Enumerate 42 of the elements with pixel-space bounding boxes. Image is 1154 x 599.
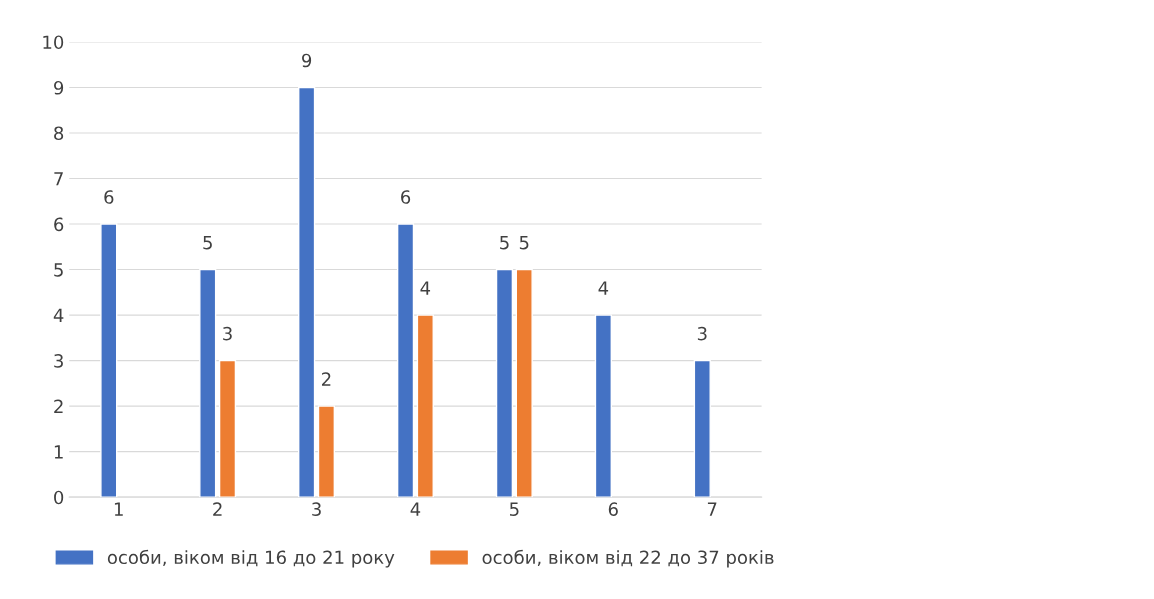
x-tick-label: 2 [213, 502, 222, 516]
data-label: 4 [598, 281, 609, 295]
y-tick-label: 0 [54, 490, 64, 505]
bar [298, 86, 316, 498]
y-tick-label: 3 [54, 354, 63, 368]
x-tick-label: 1 [114, 502, 123, 516]
data-label: 5 [519, 235, 529, 250]
x-tick-label: 7 [707, 502, 717, 516]
y-tick-label: 4 [53, 308, 64, 322]
bar [100, 223, 118, 498]
legend-label: особи, віком від 16 до 21 року [107, 549, 395, 568]
bar [693, 359, 711, 498]
bar [495, 268, 514, 498]
bar [594, 314, 612, 498]
bar [218, 359, 237, 498]
y-tick-label: 7 [54, 172, 63, 186]
y-tick-label: 5 [54, 263, 63, 277]
bar [515, 268, 533, 498]
x-tick-label: 6 [608, 502, 618, 517]
bar [317, 405, 336, 498]
data-label: 5 [500, 235, 509, 250]
legend-label: особи, віком від 22 до 37 років [482, 549, 774, 568]
x-tick-label: 3 [312, 502, 321, 517]
data-label: 6 [104, 190, 114, 204]
data-label: 9 [302, 53, 312, 68]
data-label: 5 [203, 235, 212, 250]
data-label: 3 [697, 326, 707, 341]
x-tick-label: 5 [510, 502, 519, 517]
bar [396, 223, 415, 498]
bar [199, 268, 217, 498]
y-tick-label: 10 [43, 35, 64, 50]
y-tick-label: 8 [54, 126, 64, 141]
data-label: 6 [401, 190, 411, 204]
data-label: 4 [420, 281, 431, 295]
x-tick-label: 4 [410, 502, 421, 516]
data-label: 3 [223, 326, 232, 341]
data-label: 2 [322, 372, 331, 386]
y-tick-label: 6 [54, 217, 64, 232]
y-tick-label: 2 [54, 399, 63, 413]
bar [416, 314, 434, 498]
y-tick-label: 1 [54, 445, 63, 459]
y-tick-label: 9 [54, 80, 64, 95]
